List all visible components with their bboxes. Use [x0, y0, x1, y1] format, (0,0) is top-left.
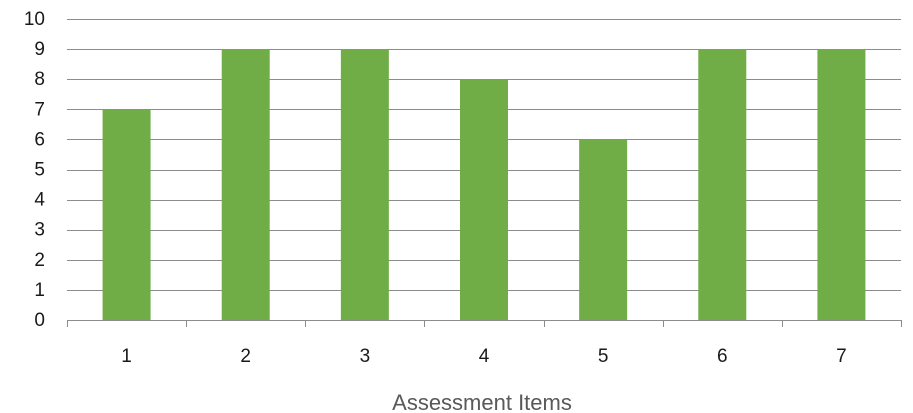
x-tick-label: 2: [240, 346, 251, 367]
bars: [102, 49, 866, 320]
y-tick-label: 0: [34, 310, 45, 331]
x-tick-label: 4: [479, 346, 490, 367]
y-axis-tick-labels: 0 1 2 3 4 5 6 7 8 9 10: [24, 9, 46, 331]
bar: [221, 49, 270, 320]
y-tick-label: 10: [24, 9, 45, 30]
bar: [817, 49, 866, 320]
y-tick-label: 4: [34, 190, 45, 211]
y-tick-label: 9: [34, 39, 45, 60]
bar: [698, 49, 747, 320]
y-tick-label: 7: [34, 99, 45, 120]
x-tick-label: 1: [121, 346, 132, 367]
y-tick-label: 5: [34, 160, 45, 181]
y-tick-label: 2: [34, 250, 45, 271]
bar: [340, 49, 389, 320]
y-tick-label: 3: [34, 220, 45, 241]
x-tick-label: 7: [836, 346, 847, 367]
x-tick-label: 3: [360, 346, 371, 367]
bar: [102, 109, 151, 320]
y-tick-label: 8: [34, 69, 45, 90]
bar: [460, 79, 508, 320]
x-tick-label: 5: [598, 346, 609, 367]
x-axis-tick-labels: 1 2 3 4 5 6 7: [121, 346, 846, 367]
y-tick-label: 1: [34, 280, 45, 301]
bar: [579, 139, 628, 320]
x-tick-label: 6: [717, 346, 728, 367]
y-tick-label: 6: [34, 129, 45, 150]
x-axis-title: Assessment Items: [392, 390, 572, 413]
x-axis: [67, 320, 902, 327]
